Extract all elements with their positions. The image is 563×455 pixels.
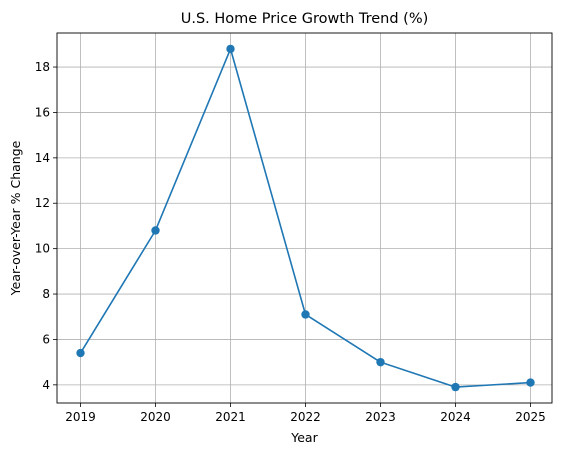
x-axis-label: Year — [290, 430, 318, 445]
x-tick-label: 2019 — [65, 410, 96, 424]
y-tick-label: 4 — [42, 378, 50, 392]
plot-frame — [56, 32, 553, 404]
data-point-2022 — [301, 310, 310, 319]
y-tick-label: 10 — [35, 242, 50, 256]
x-tick-label: 2022 — [290, 410, 321, 424]
grid — [57, 33, 552, 403]
data-point-2021 — [226, 44, 235, 54]
axis-ticks: 2019 2020 2021 2022 2023 2024 2025 4 6 8 10 12 14 16 1… — [35, 60, 546, 424]
y-tick-label: 6 — [42, 332, 50, 346]
chart-title: U.S. Home Price Growth Trend (%) — [181, 11, 429, 27]
x-tick-label: 2024 — [440, 410, 471, 424]
y-tick-label: 12 — [35, 196, 50, 210]
x-tick-label: 2020 — [140, 410, 171, 424]
data-point-2020 — [151, 226, 160, 235]
x-tick-label: 2025 — [515, 410, 546, 424]
y-tick-label: 16 — [35, 105, 50, 119]
y-tick-label: 14 — [35, 151, 50, 165]
x-tick-label: 2021 — [215, 410, 246, 424]
data-point-2023 — [376, 357, 385, 367]
series-layer — [76, 44, 535, 392]
data-point-2024 — [451, 382, 460, 392]
x-tick-label: 2023 — [365, 410, 396, 424]
y-tick-label: 18 — [35, 60, 50, 74]
data-point-2025 — [526, 378, 535, 387]
y-axis-label: Year-over-Year % Change — [8, 140, 23, 296]
data-point-2019 — [76, 348, 85, 358]
y-tick-label: 8 — [42, 287, 50, 301]
